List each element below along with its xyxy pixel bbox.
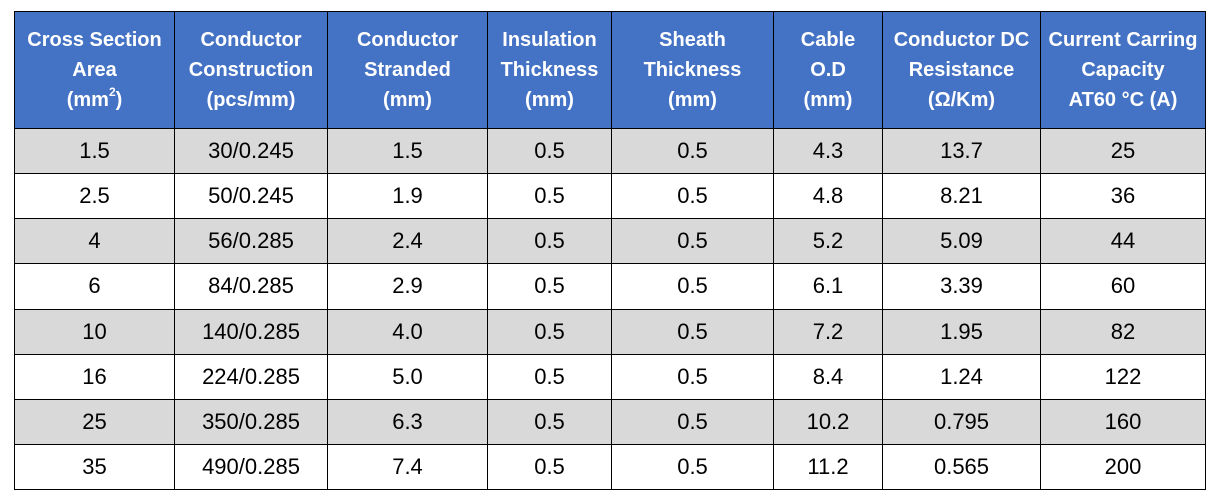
cell-sheath-thickness: 0.5 [611,173,774,220]
table-row: 16 224/0.285 5.0 0.5 0.5 8.4 1.24 122 [14,353,1206,400]
cell-insulation-thickness: 0.5 [487,263,612,310]
cell-sheath-thickness: 0.5 [611,218,774,265]
cell-conductor-stranded: 2.4 [327,218,488,265]
cell-conductor-stranded: 6.3 [327,398,488,445]
cell-cross-section-area: 10 [14,308,175,355]
cell-cross-section-area: 2.5 [14,173,175,220]
cell-cross-section-area: 35 [14,443,175,491]
cell-conductor-stranded: 1.5 [327,127,488,175]
cell-sheath-thickness: 0.5 [611,308,774,355]
cell-cable-od: 10.2 [773,398,883,445]
cell-sheath-thickness: 0.5 [611,263,774,310]
cell-cable-od: 6.1 [773,263,883,310]
cell-insulation-thickness: 0.5 [487,308,612,355]
cell-insulation-thickness: 0.5 [487,218,612,265]
cell-cross-section-area: 16 [14,353,175,400]
cell-sheath-thickness: 0.5 [611,398,774,445]
cell-cable-od: 5.2 [773,218,883,265]
header-conductor-dc-resistance: Conductor DC Resistance (Ω/Km) [882,11,1041,129]
cell-conductor-dc-resistance: 1.24 [882,353,1041,400]
cell-conductor-stranded: 1.9 [327,173,488,220]
cell-cross-section-area: 4 [14,218,175,265]
table-body: 1.5 30/0.245 1.5 0.5 0.5 4.3 13.7 25 2.5 50/0.245… [14,127,1206,491]
cell-cross-section-area: 1.5 [14,127,175,175]
cell-current-carrying-capacity: 160 [1040,398,1206,445]
table-row: 6 84/0.285 2.9 0.5 0.5 6.1 3.39 60 [14,263,1206,310]
cell-cable-od: 7.2 [773,308,883,355]
cell-insulation-thickness: 0.5 [487,173,612,220]
cell-conductor-dc-resistance: 0.795 [882,398,1041,445]
cell-current-carrying-capacity: 60 [1040,263,1206,310]
cell-conductor-construction: 140/0.285 [174,308,328,355]
cell-sheath-thickness: 0.5 [611,353,774,400]
cell-conductor-dc-resistance: 1.95 [882,308,1041,355]
header-conductor-construction: Conductor Construction (pcs/mm) [174,11,328,129]
cell-cable-od: 4.3 [773,127,883,175]
cell-insulation-thickness: 0.5 [487,443,612,491]
cell-cable-od: 8.4 [773,353,883,400]
cell-insulation-thickness: 0.5 [487,127,612,175]
cell-conductor-stranded: 5.0 [327,353,488,400]
cell-sheath-thickness: 0.5 [611,443,774,491]
cell-conductor-construction: 490/0.285 [174,443,328,491]
cell-cross-section-area: 6 [14,263,175,310]
header-current-carrying-capacity: Current Carring Capacity AT60 °C (A) [1040,11,1206,129]
header-insulation-thickness: Insulation Thickness (mm) [487,11,612,129]
cell-insulation-thickness: 0.5 [487,353,612,400]
cell-cross-section-area: 25 [14,398,175,445]
table-row: 35 490/0.285 7.4 0.5 0.5 11.2 0.565 200 [14,443,1206,491]
cell-conductor-construction: 84/0.285 [174,263,328,310]
cell-current-carrying-capacity: 44 [1040,218,1206,265]
table-header: Cross Section Area (mm2) Conductor Const… [14,11,1206,129]
header-row: Cross Section Area (mm2) Conductor Const… [14,11,1206,129]
cell-conductor-dc-resistance: 0.565 [882,443,1041,491]
cell-sheath-thickness: 0.5 [611,127,774,175]
cell-conductor-dc-resistance: 8.21 [882,173,1041,220]
header-conductor-stranded: Conductor Stranded (mm) [327,11,488,129]
table-row: 4 56/0.285 2.4 0.5 0.5 5.2 5.09 44 [14,218,1206,265]
cable-spec-table: Cross Section Area (mm2) Conductor Const… [14,11,1206,491]
cell-conductor-construction: 56/0.285 [174,218,328,265]
cell-conductor-construction: 50/0.245 [174,173,328,220]
header-cable-od: Cable O.D (mm) [773,11,883,129]
table-row: 10 140/0.285 4.0 0.5 0.5 7.2 1.95 82 [14,308,1206,355]
cell-conductor-stranded: 2.9 [327,263,488,310]
header-sheath-thickness: Sheath Thickness (mm) [611,11,774,129]
cell-conductor-dc-resistance: 3.39 [882,263,1041,310]
cell-cable-od: 11.2 [773,443,883,491]
cell-cable-od: 4.8 [773,173,883,220]
cell-conductor-stranded: 7.4 [327,443,488,491]
cell-current-carrying-capacity: 82 [1040,308,1206,355]
cell-conductor-construction: 30/0.245 [174,127,328,175]
cell-current-carrying-capacity: 200 [1040,443,1206,491]
cell-conductor-dc-resistance: 5.09 [882,218,1041,265]
cell-conductor-stranded: 4.0 [327,308,488,355]
cell-current-carrying-capacity: 122 [1040,353,1206,400]
cell-current-carrying-capacity: 25 [1040,127,1206,175]
table-row: 1.5 30/0.245 1.5 0.5 0.5 4.3 13.7 25 [14,127,1206,175]
cell-insulation-thickness: 0.5 [487,398,612,445]
cell-conductor-construction: 350/0.285 [174,398,328,445]
table-row: 25 350/0.285 6.3 0.5 0.5 10.2 0.795 160 [14,398,1206,445]
cell-conductor-dc-resistance: 13.7 [882,127,1041,175]
table-row: 2.5 50/0.245 1.9 0.5 0.5 4.8 8.21 36 [14,173,1206,220]
header-cross-section-area: Cross Section Area (mm2) [14,11,175,129]
cell-conductor-construction: 224/0.285 [174,353,328,400]
cell-current-carrying-capacity: 36 [1040,173,1206,220]
